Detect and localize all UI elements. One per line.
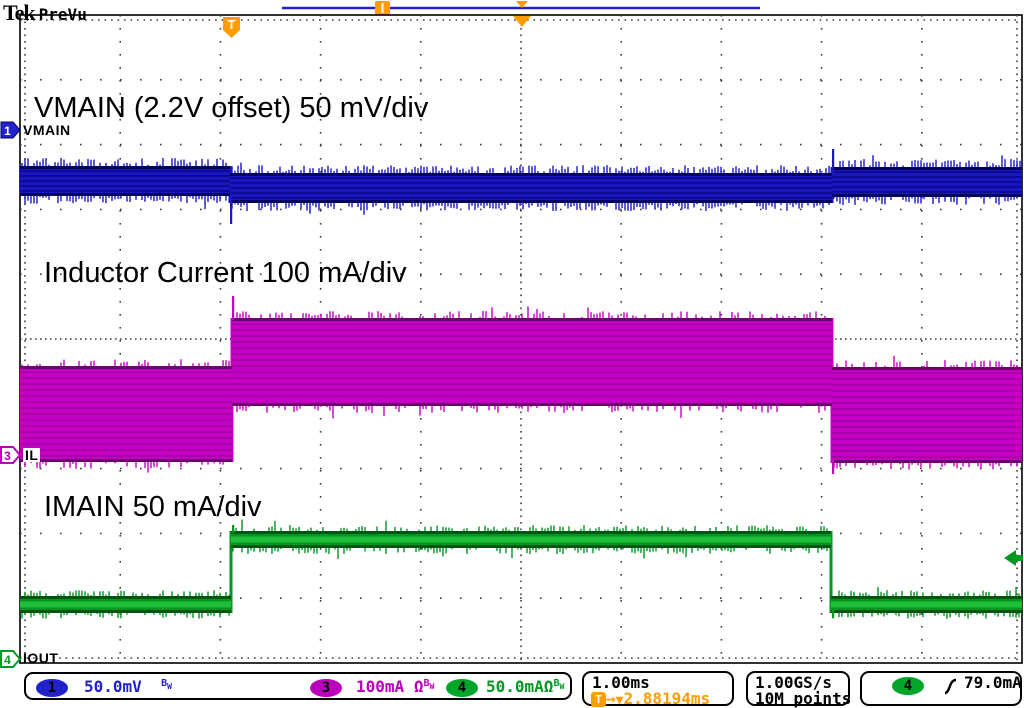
channel-label-vmain: VMAIN (23, 122, 71, 138)
arrow-right-icon: → (606, 689, 616, 708)
annotation-vmain: VMAIN (2.2V offset) 50 mV/div (34, 92, 429, 124)
ch3-ohm: Ω (413, 677, 424, 696)
trigger-t-icon: T (591, 692, 606, 707)
ch4-bw-limit-icon: BW (553, 677, 565, 691)
channel-marker-ch3[interactable]: 3 (0, 446, 22, 464)
trace-inductor-current (20, 296, 1022, 474)
horizontal-readout-box[interactable]: 1.00ms T →▼2.88194ms (582, 671, 734, 708)
ch4-badge[interactable]: 4 (446, 678, 478, 697)
trigger-level-readout: 79.0mA (964, 673, 1022, 692)
delay-marker-icon: ▼ (615, 693, 624, 708)
ch4-scale-readout: 50.0mAΩBW (486, 677, 565, 696)
annotation-inductor-current: Inductor Current 100 mA/div (44, 257, 407, 289)
header: Tek PreVu (3, 0, 87, 25)
svg-text:4: 4 (4, 653, 11, 667)
sample-rate-readout: 1.00GS/s (755, 673, 833, 692)
svg-text:3: 3 (4, 449, 11, 463)
trigger-source-badge: 4 (892, 676, 924, 695)
trigger-readout-box[interactable]: 4 79.0mA (860, 671, 1022, 706)
scope-screen: T 1 3 4 (0, 1, 1023, 668)
ch4-ohm: Ω (543, 677, 554, 696)
record-view-trigger-icon[interactable] (375, 1, 390, 15)
trace-vmain (20, 149, 1022, 224)
record-length-readout: 10M points (755, 689, 852, 708)
ch1-scale-readout: 50.0mV BW (84, 677, 172, 696)
annotation-imain: IMAIN 50 mA/div (44, 491, 262, 523)
trace-imain (20, 519, 1022, 619)
ch1-badge[interactable]: 1 (36, 678, 68, 697)
ch3-badge[interactable]: 3 (310, 678, 342, 697)
svg-text:T: T (228, 17, 236, 32)
delay-expansion-marker-icon[interactable] (513, 16, 531, 27)
svg-text:1: 1 (4, 124, 11, 138)
channel-scales-box[interactable]: 1 50.0mV BW 3 100mA ΩBW 4 50.0mAΩBW (24, 672, 572, 700)
channel-marker-ch1[interactable]: 1 (0, 121, 21, 139)
channel-label-iout: IOUT (23, 650, 59, 666)
trigger-level-arrow-icon[interactable] (1004, 550, 1023, 566)
timebase-readout: 1.00ms (592, 673, 650, 692)
ch3-bw-limit-icon: BW (423, 677, 435, 691)
acquisition-status: PreVu (38, 5, 87, 24)
record-view-bar (282, 1, 760, 15)
trigger-position-flag-icon[interactable]: T (223, 17, 240, 38)
trigger-delay-readout: T →▼2.88194ms (591, 689, 710, 708)
record-view-delay-marker-icon (516, 1, 528, 8)
channel-marker-ch4[interactable]: 4 (0, 650, 22, 668)
slope-rising-icon (944, 678, 957, 695)
ch3-scale-readout: 100mA ΩBW (356, 677, 435, 696)
ch1-bw-limit-icon: BW (161, 677, 172, 691)
channel-label-il: IL (23, 447, 41, 463)
acquisition-readout-box[interactable]: 1.00GS/s 10M points (746, 671, 852, 708)
tek-logo: Tek (3, 0, 36, 25)
